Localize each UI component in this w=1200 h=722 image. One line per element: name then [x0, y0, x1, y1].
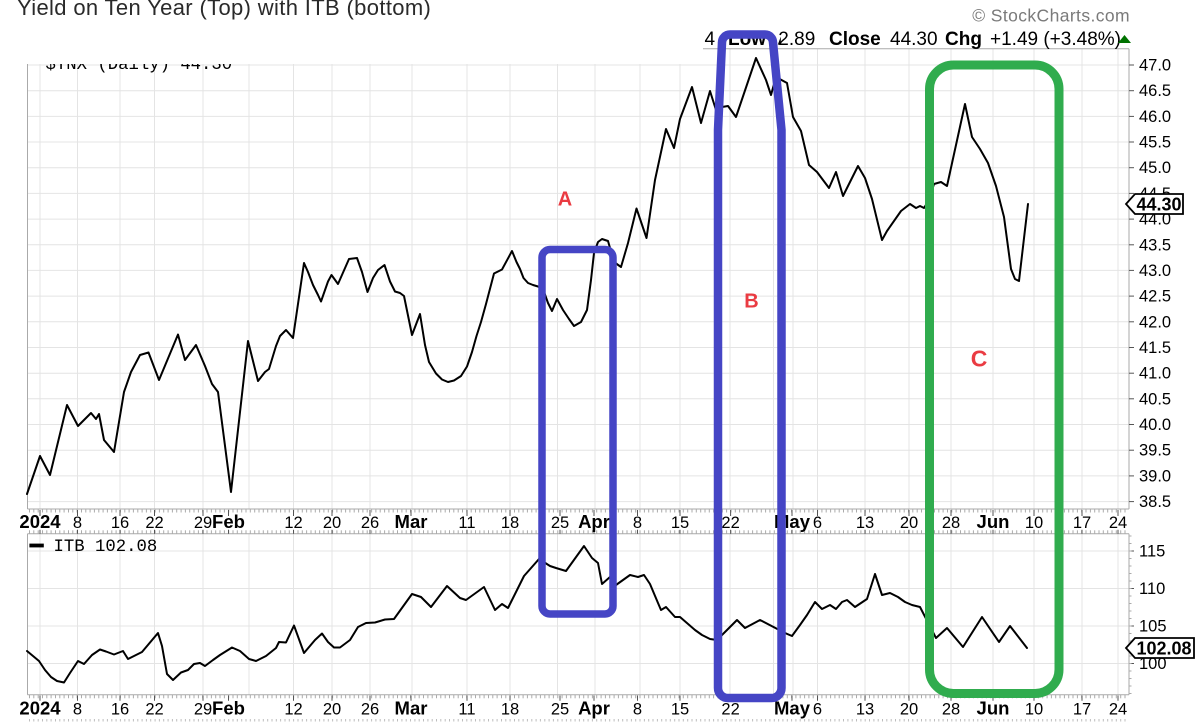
svg-text:25: 25	[551, 514, 569, 532]
svg-text:17: 17	[1073, 700, 1091, 718]
svg-text:B: B	[744, 291, 758, 313]
svg-text:Apr: Apr	[578, 511, 610, 532]
svg-text:22: 22	[721, 700, 739, 718]
svg-text:8: 8	[73, 514, 82, 532]
svg-text:18: 18	[501, 700, 519, 718]
svg-text:44.30: 44.30	[1137, 195, 1182, 215]
svg-text:Mar: Mar	[395, 697, 428, 718]
svg-text:2024: 2024	[19, 511, 61, 532]
svg-text:15: 15	[671, 514, 689, 532]
svg-text:41.5: 41.5	[1139, 339, 1171, 357]
svg-text:25: 25	[551, 700, 569, 718]
svg-text:Feb: Feb	[212, 511, 245, 532]
svg-text:20: 20	[323, 700, 341, 718]
svg-text:22: 22	[145, 700, 163, 718]
svg-text:39.0: 39.0	[1139, 467, 1171, 485]
svg-text:Yield on Ten Year (Top) with I: Yield on Ten Year (Top) with ITB (bottom…	[17, 0, 431, 20]
svg-text:2.89: 2.89	[778, 29, 815, 50]
svg-text:6: 6	[813, 700, 822, 718]
svg-text:26: 26	[361, 514, 379, 532]
svg-text:105: 105	[1139, 618, 1167, 636]
svg-text:45.0: 45.0	[1139, 159, 1171, 177]
svg-text:26: 26	[361, 700, 379, 718]
svg-text:Apr: Apr	[578, 697, 610, 718]
svg-text:45.5: 45.5	[1139, 134, 1171, 152]
svg-text:17: 17	[1073, 514, 1091, 532]
svg-text:46.0: 46.0	[1139, 108, 1171, 126]
svg-text:24: 24	[1109, 700, 1127, 718]
svg-text:16: 16	[111, 514, 129, 532]
svg-text:Feb: Feb	[212, 697, 245, 718]
svg-text:Jun: Jun	[977, 511, 1010, 532]
svg-text:38.5: 38.5	[1139, 493, 1171, 511]
svg-text:44.0: 44.0	[1139, 211, 1171, 229]
svg-text:ITB 102.08: ITB 102.08	[54, 538, 158, 557]
svg-text:22: 22	[145, 514, 163, 532]
svg-text:8: 8	[633, 514, 642, 532]
svg-text:102.08: 102.08	[1137, 639, 1192, 659]
svg-text:13: 13	[856, 514, 874, 532]
svg-text:Mar: Mar	[395, 511, 428, 532]
svg-text:24: 24	[1109, 514, 1127, 532]
svg-text:46.5: 46.5	[1139, 82, 1171, 100]
svg-text:6: 6	[813, 514, 822, 532]
svg-text:11: 11	[458, 514, 475, 532]
svg-text:40.5: 40.5	[1139, 390, 1171, 408]
svg-text:20: 20	[900, 514, 918, 532]
svg-text:© StockCharts.com: © StockCharts.com	[972, 6, 1130, 26]
svg-text:10: 10	[1025, 700, 1043, 718]
svg-text:115: 115	[1139, 543, 1165, 561]
svg-text:43.5: 43.5	[1139, 236, 1171, 254]
svg-text:15: 15	[671, 700, 689, 718]
svg-text:16: 16	[111, 700, 129, 718]
svg-text:A: A	[558, 189, 572, 211]
svg-text:41.0: 41.0	[1139, 365, 1171, 383]
svg-text:42.5: 42.5	[1139, 288, 1171, 306]
svg-text:4: 4	[705, 29, 716, 50]
svg-text:Close: Close	[829, 29, 881, 50]
svg-text:29: 29	[194, 700, 212, 718]
svg-text:28: 28	[942, 700, 960, 718]
svg-text:Jun: Jun	[977, 697, 1010, 718]
svg-text:Chg: Chg	[945, 29, 982, 50]
svg-text:18: 18	[501, 514, 519, 532]
svg-text:42.0: 42.0	[1139, 313, 1171, 331]
svg-text:44.30: 44.30	[890, 29, 938, 50]
svg-text:C: C	[971, 346, 988, 372]
svg-text:40.0: 40.0	[1139, 416, 1171, 434]
svg-text:28: 28	[942, 514, 960, 532]
svg-text:May: May	[774, 697, 811, 718]
svg-text:11: 11	[458, 700, 475, 718]
svg-text:20: 20	[900, 700, 918, 718]
svg-text:12: 12	[284, 514, 302, 532]
svg-text:8: 8	[73, 700, 82, 718]
svg-text:43.0: 43.0	[1139, 262, 1171, 280]
svg-text:12: 12	[284, 700, 302, 718]
svg-text:29: 29	[194, 514, 212, 532]
svg-text:8: 8	[633, 700, 642, 718]
svg-text:39.5: 39.5	[1139, 442, 1171, 460]
svg-text:13: 13	[856, 700, 874, 718]
svg-text:10: 10	[1025, 514, 1043, 532]
svg-text:47.0: 47.0	[1139, 57, 1171, 75]
svg-text:22: 22	[721, 514, 739, 532]
svg-text:110: 110	[1139, 580, 1165, 598]
svg-text:+1.49 (+3.48%): +1.49 (+3.48%)	[990, 29, 1121, 50]
svg-text:100: 100	[1139, 655, 1167, 673]
svg-text:2024: 2024	[19, 697, 61, 718]
svg-text:20: 20	[323, 514, 341, 532]
